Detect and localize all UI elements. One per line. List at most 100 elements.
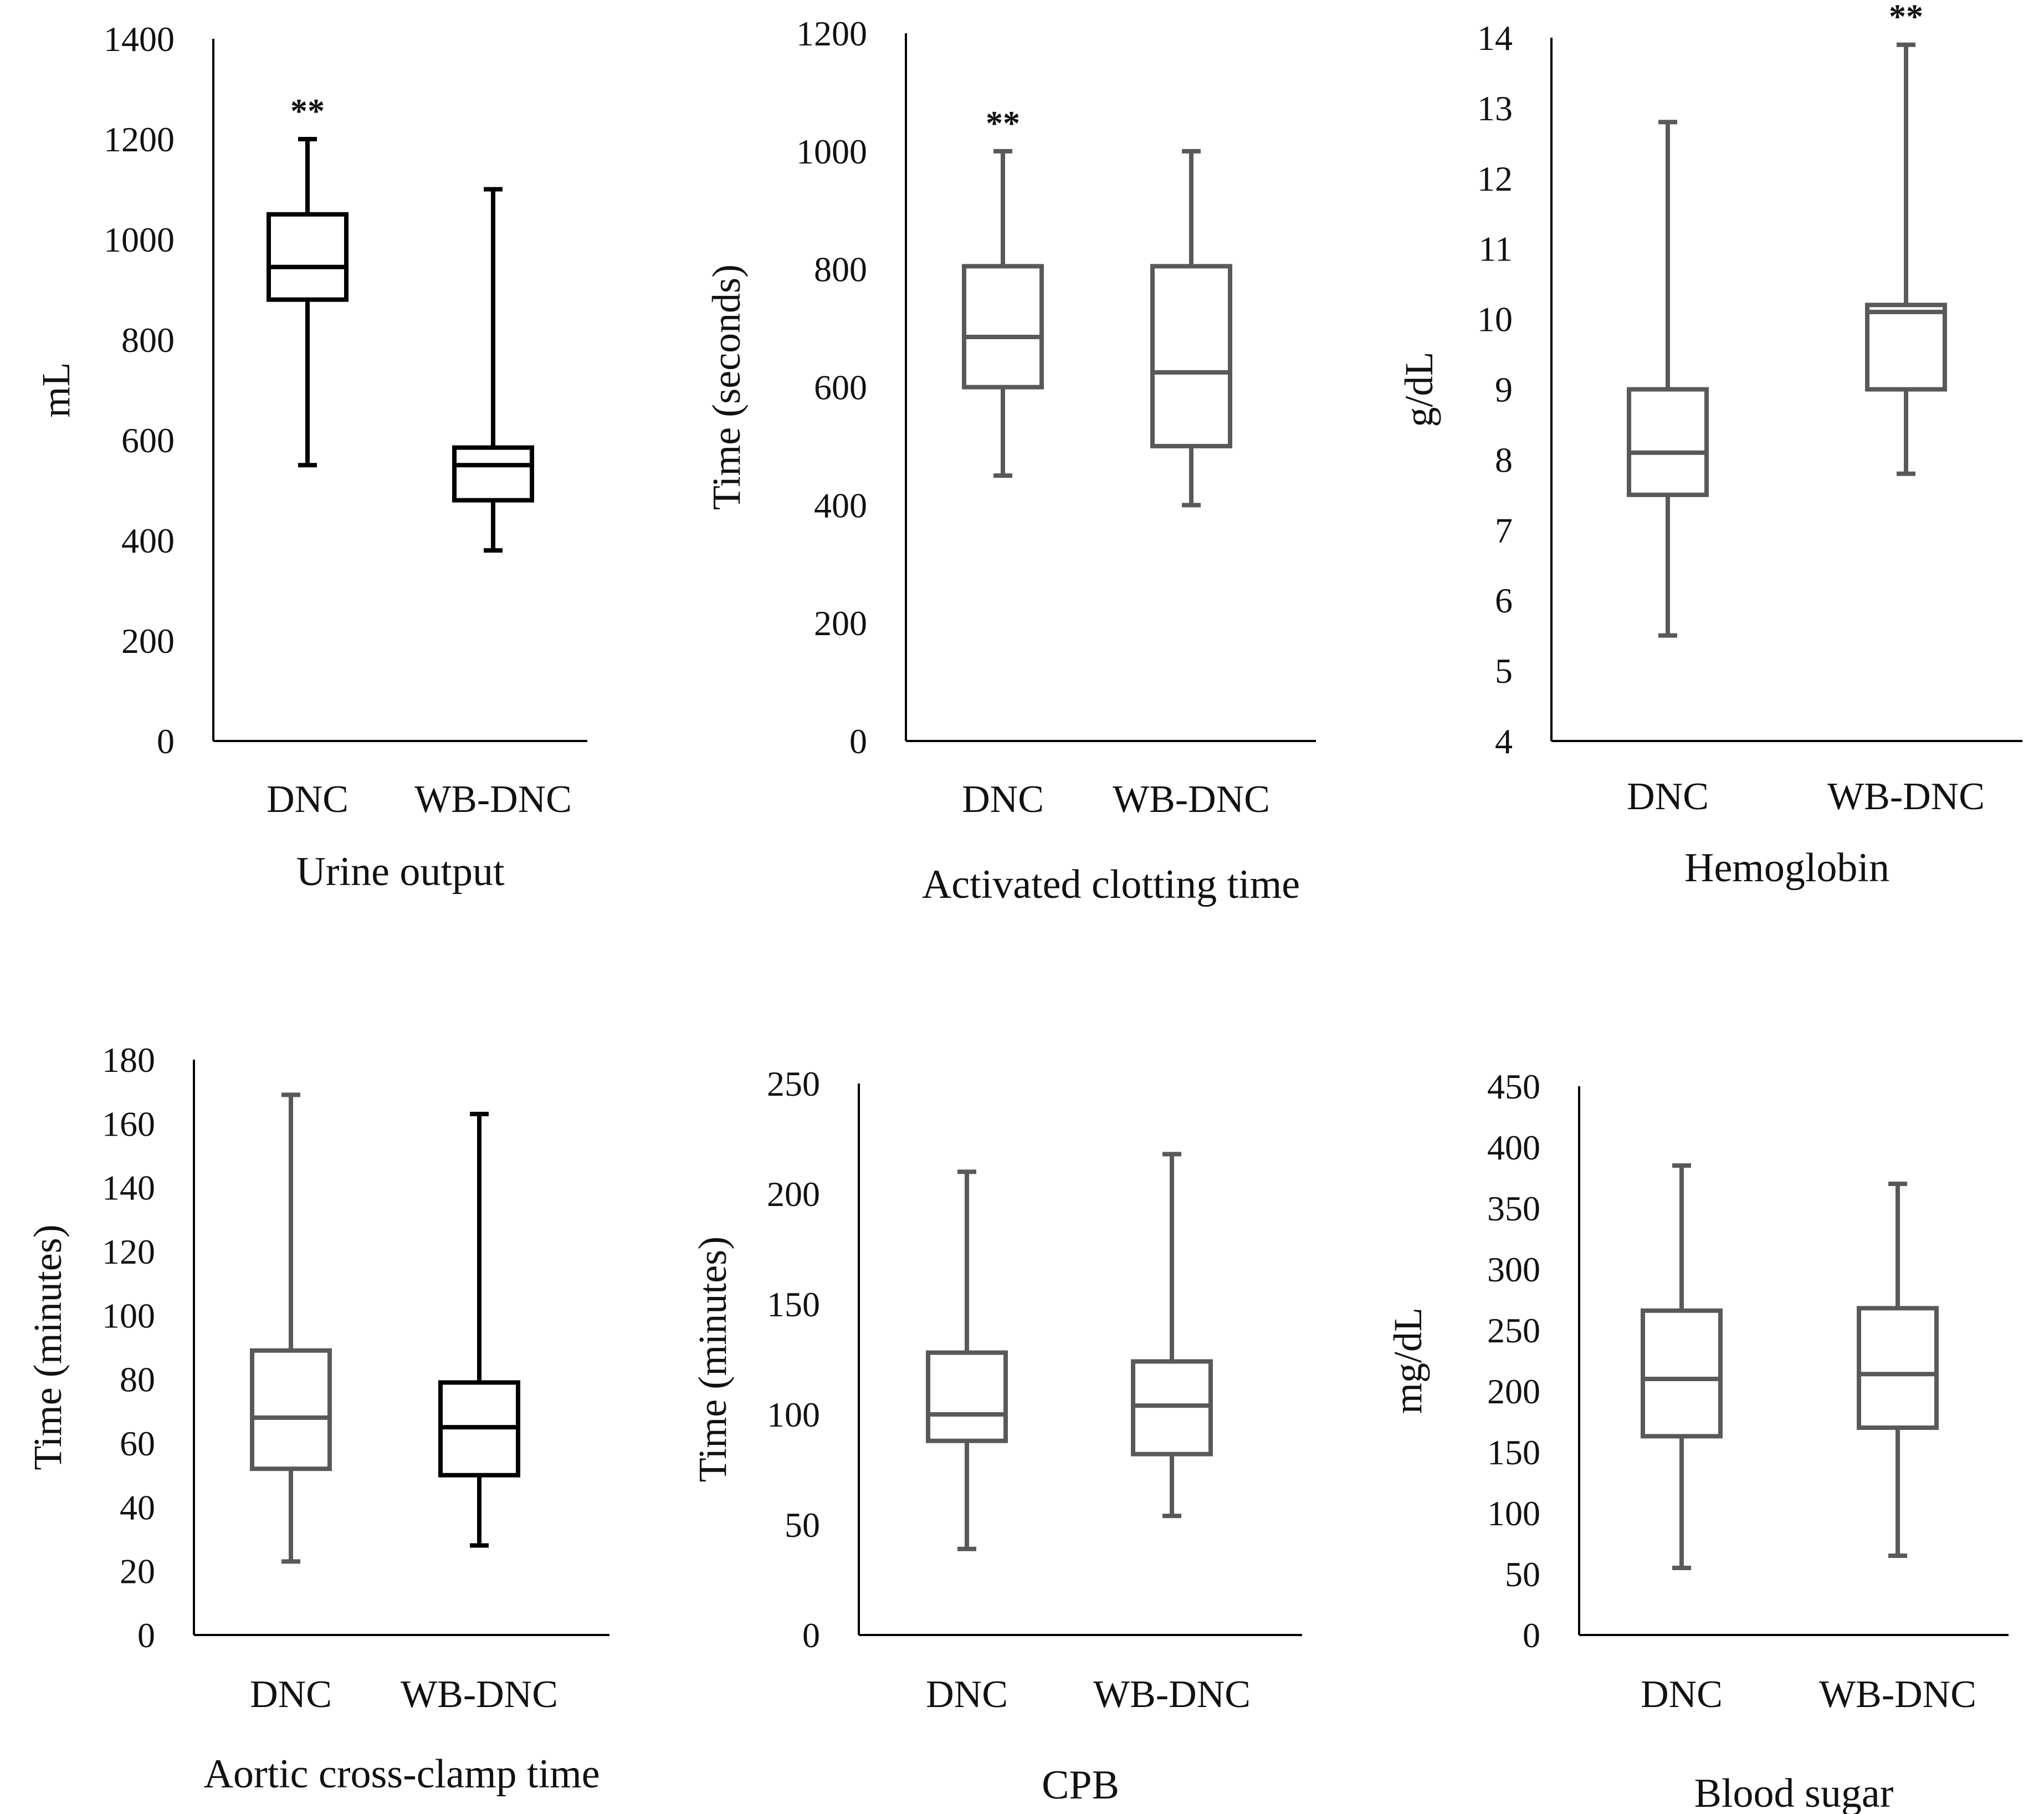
y-tick-label: 1000 bbox=[796, 132, 867, 171]
y-tick-label: 8 bbox=[1495, 440, 1513, 479]
chart-panel-4: 0 20 40 60 80 100 120 140 160 180 Time (minutes) DN… bbox=[25, 1040, 609, 1797]
y-tick-label: 800 bbox=[814, 250, 867, 289]
y-tick-label: 0 bbox=[802, 1616, 820, 1655]
chart-panel-3: 4 5 6 7 8 9 10 11 12 13 14 g/dL DNC ** WB-DNC Hemoglobi… bbox=[1397, 0, 2022, 891]
category-label: WB-DNC bbox=[1113, 778, 1270, 821]
box-wb-dnc bbox=[1857, 1182, 1939, 1558]
y-tick-label: 100 bbox=[767, 1395, 820, 1434]
y-tick-label: 5 bbox=[1495, 651, 1513, 691]
category-label: DNC bbox=[1641, 1673, 1723, 1716]
chart-panel-1: 0 200 400 600 800 1000 1200 1400 mL ** DNC WB-DNC Ur… bbox=[34, 19, 587, 895]
chart-title: Blood sugar bbox=[1694, 1771, 1894, 1814]
box-dnc bbox=[1627, 120, 1709, 638]
y-tick-label: 200 bbox=[814, 604, 867, 643]
category-label: DNC bbox=[1627, 775, 1709, 818]
y-tick-label: 350 bbox=[1487, 1189, 1540, 1228]
y-tick-label: 50 bbox=[785, 1505, 820, 1545]
y-tick-label: 100 bbox=[1487, 1494, 1540, 1533]
category-label: DNC bbox=[250, 1673, 332, 1716]
y-axis-label: Time (seconds) bbox=[704, 264, 749, 510]
box-wb-dnc bbox=[1150, 149, 1232, 508]
y-tick-label: 1200 bbox=[796, 14, 867, 53]
iqr-box bbox=[267, 212, 349, 302]
box-wb-dnc bbox=[1131, 1152, 1213, 1519]
y-tick-label: 0 bbox=[137, 1616, 155, 1655]
category-label: WB-DNC bbox=[401, 1673, 558, 1716]
box-dnc: ** bbox=[267, 93, 349, 468]
y-tick-label: 20 bbox=[120, 1552, 155, 1591]
y-tick-label: 400 bbox=[121, 521, 175, 560]
y-tick-label: 9 bbox=[1495, 370, 1513, 410]
y-tick-label: 12 bbox=[1477, 159, 1513, 198]
y-tick-label: 200 bbox=[767, 1174, 820, 1214]
significance-marker: ** bbox=[986, 105, 1020, 142]
y-tick-label: 10 bbox=[1477, 300, 1513, 339]
iqr-box bbox=[250, 1348, 332, 1471]
y-tick-label: 150 bbox=[767, 1285, 820, 1324]
chart-title: Urine output bbox=[296, 849, 505, 895]
y-axis-label: g/dL bbox=[1397, 352, 1441, 427]
y-tick-label: 0 bbox=[157, 722, 175, 761]
y-tick-label: 800 bbox=[121, 320, 175, 360]
y-tick-label: 120 bbox=[102, 1232, 155, 1271]
box-wb-dnc: ** bbox=[1865, 0, 1947, 476]
y-axis-label: mg/dL bbox=[1386, 1307, 1430, 1414]
y-tick-label: 200 bbox=[1487, 1372, 1540, 1411]
y-tick-label: 140 bbox=[102, 1168, 155, 1208]
y-tick-label: 160 bbox=[102, 1104, 155, 1143]
category-label: WB-DNC bbox=[1093, 1673, 1251, 1716]
y-tick-label: 7 bbox=[1495, 510, 1513, 550]
category-label: DNC bbox=[962, 778, 1044, 821]
iqr-box bbox=[1627, 387, 1709, 497]
box-dnc: ** bbox=[962, 105, 1044, 478]
iqr-box bbox=[1150, 264, 1232, 448]
significance-marker: ** bbox=[290, 93, 325, 130]
y-tick-label: 400 bbox=[1487, 1128, 1540, 1167]
box-wb-dnc bbox=[452, 187, 534, 553]
y-tick-label: 100 bbox=[102, 1296, 155, 1335]
category-label: DNC bbox=[267, 778, 349, 821]
y-tick-label: 13 bbox=[1477, 89, 1513, 128]
y-tick-label: 180 bbox=[102, 1040, 155, 1080]
chart-panel-5: 0 50 100 150 200 250 Time (minutes) DNC WB-DNC CP… bbox=[690, 1064, 1302, 1808]
y-tick-label: 250 bbox=[1487, 1311, 1540, 1350]
iqr-box bbox=[452, 445, 534, 503]
y-tick-label: 1400 bbox=[104, 19, 175, 59]
y-tick-label: 450 bbox=[1487, 1067, 1540, 1106]
chart-panel-6: 0 50 100 150 200 250 300 350 400 450 mg/dL DNC WB-DN… bbox=[1386, 1067, 2009, 1814]
y-tick-label: 200 bbox=[121, 621, 175, 661]
y-tick-label: 4 bbox=[1495, 722, 1513, 761]
iqr-box bbox=[1865, 303, 1947, 392]
y-tick-label: 1200 bbox=[104, 120, 175, 159]
iqr-box bbox=[926, 1350, 1008, 1443]
y-tick-label: 0 bbox=[849, 722, 867, 761]
chart-title: CPB bbox=[1042, 1762, 1119, 1808]
chart-title: Activated clotting time bbox=[922, 862, 1300, 907]
y-tick-label: 14 bbox=[1477, 18, 1513, 58]
chart-panel-2: 0 200 400 600 800 1000 1200 Time (seconds) ** DNC… bbox=[704, 14, 1316, 907]
y-tick-label: 400 bbox=[814, 486, 867, 525]
significance-marker: ** bbox=[1889, 0, 1923, 36]
y-tick-label: 300 bbox=[1487, 1250, 1540, 1289]
iqr-box bbox=[962, 264, 1044, 390]
y-tick-label: 50 bbox=[1505, 1555, 1540, 1594]
box-wb-dnc bbox=[438, 1112, 520, 1548]
y-tick-label: 600 bbox=[121, 421, 175, 460]
iqr-box bbox=[1857, 1306, 1939, 1430]
y-tick-label: 11 bbox=[1478, 229, 1513, 269]
chart-title: Aortic cross-clamp time bbox=[203, 1751, 600, 1797]
iqr-box bbox=[1641, 1308, 1723, 1439]
y-tick-label: 80 bbox=[120, 1360, 155, 1399]
y-tick-label: 40 bbox=[120, 1488, 155, 1527]
y-axis-label: mL bbox=[34, 362, 78, 418]
y-tick-label: 150 bbox=[1487, 1433, 1540, 1472]
category-label: WB-DNC bbox=[414, 778, 572, 821]
y-tick-label: 6 bbox=[1495, 581, 1513, 620]
category-label: WB-DNC bbox=[1819, 1673, 1976, 1716]
box-dnc bbox=[926, 1169, 1008, 1551]
y-tick-label: 0 bbox=[1523, 1616, 1540, 1655]
category-label: DNC bbox=[926, 1673, 1008, 1716]
chart-title: Hemoglobin bbox=[1684, 845, 1889, 891]
y-tick-label: 600 bbox=[814, 368, 867, 407]
